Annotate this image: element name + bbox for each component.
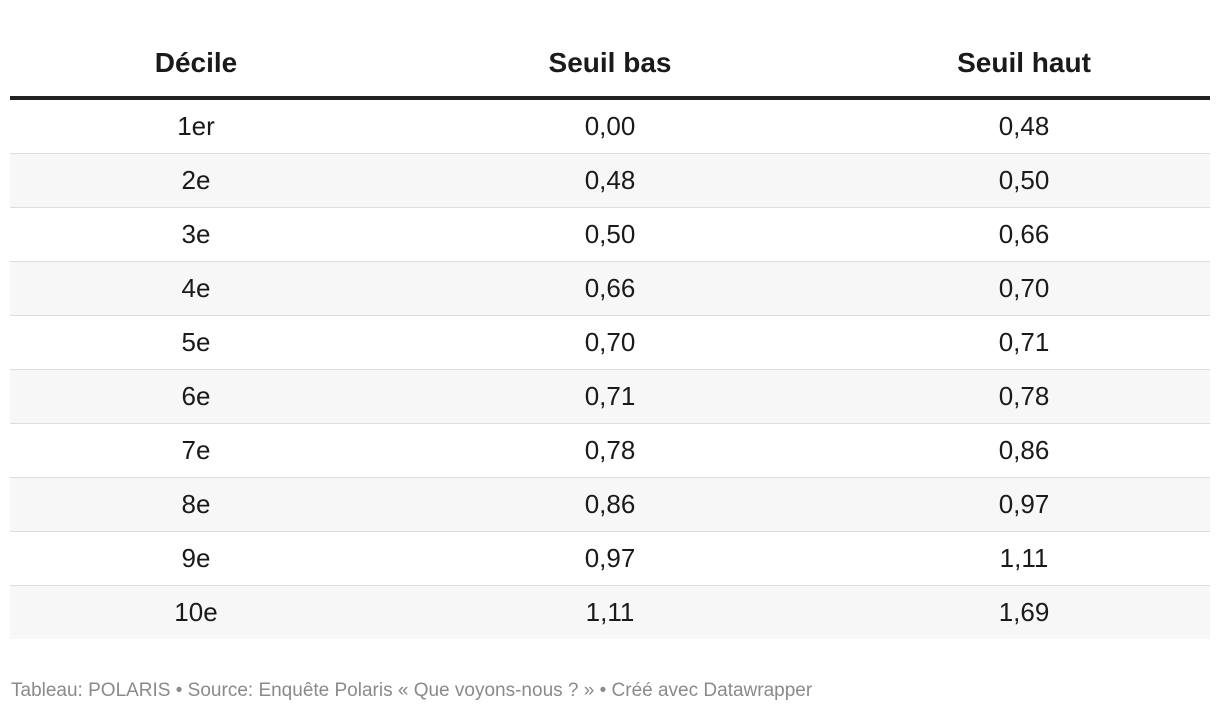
cell-seuil-haut: 0,97 xyxy=(838,477,1210,532)
cell-seuil-bas: 0,48 xyxy=(382,153,838,208)
cell-seuil-haut: 1,69 xyxy=(838,585,1210,639)
cell-seuil-haut: 0,50 xyxy=(838,153,1210,208)
column-header-decile[interactable]: Décile xyxy=(10,30,382,100)
decile-table: Décile Seuil bas Seuil haut 1er 0,00 0,4… xyxy=(10,30,1210,639)
table-row: 3e 0,50 0,66 xyxy=(10,207,1210,262)
cell-seuil-bas: 0,00 xyxy=(382,98,838,154)
data-table-container: Décile Seuil bas Seuil haut 1er 0,00 0,4… xyxy=(10,30,1210,639)
cell-seuil-bas: 0,86 xyxy=(382,477,838,532)
column-header-seuil-bas[interactable]: Seuil bas xyxy=(382,30,838,100)
header-row: Décile Seuil bas Seuil haut xyxy=(10,30,1210,100)
cell-seuil-haut: 0,48 xyxy=(838,98,1210,154)
cell-seuil-haut: 0,78 xyxy=(838,369,1210,424)
cell-decile: 9e xyxy=(10,531,382,586)
cell-seuil-bas: 0,70 xyxy=(382,315,838,370)
table-row: 2e 0,48 0,50 xyxy=(10,153,1210,208)
cell-decile: 5e xyxy=(10,315,382,370)
cell-decile: 3e xyxy=(10,207,382,262)
cell-seuil-haut: 0,71 xyxy=(838,315,1210,370)
cell-seuil-bas: 0,50 xyxy=(382,207,838,262)
table-header: Décile Seuil bas Seuil haut xyxy=(10,30,1210,100)
cell-seuil-bas: 0,71 xyxy=(382,369,838,424)
table-row: 6e 0,71 0,78 xyxy=(10,369,1210,424)
table-row: 1er 0,00 0,48 xyxy=(10,98,1210,154)
table-row: 7e 0,78 0,86 xyxy=(10,423,1210,478)
cell-seuil-bas: 0,97 xyxy=(382,531,838,586)
cell-decile: 1er xyxy=(10,98,382,154)
footer-credits: Tableau: POLARIS • Source: Enquête Polar… xyxy=(11,680,813,701)
cell-seuil-bas: 0,78 xyxy=(382,423,838,478)
table-row: 5e 0,70 0,71 xyxy=(10,315,1210,370)
cell-decile: 6e xyxy=(10,369,382,424)
column-header-seuil-haut[interactable]: Seuil haut xyxy=(838,30,1210,100)
cell-seuil-haut: 0,70 xyxy=(838,261,1210,316)
cell-seuil-haut: 1,11 xyxy=(838,531,1210,586)
cell-decile: 4e xyxy=(10,261,382,316)
table-row: 9e 0,97 1,11 xyxy=(10,531,1210,586)
cell-decile: 10e xyxy=(10,585,382,639)
table-row: 8e 0,86 0,97 xyxy=(10,477,1210,532)
cell-seuil-haut: 0,86 xyxy=(838,423,1210,478)
cell-decile: 8e xyxy=(10,477,382,532)
cell-seuil-bas: 1,11 xyxy=(382,585,838,639)
table-body: 1er 0,00 0,48 2e 0,48 0,50 3e 0,50 0,66 … xyxy=(10,98,1210,639)
cell-seuil-haut: 0,66 xyxy=(838,207,1210,262)
cell-decile: 7e xyxy=(10,423,382,478)
table-row: 10e 1,11 1,69 xyxy=(10,585,1210,639)
table-row: 4e 0,66 0,70 xyxy=(10,261,1210,316)
cell-seuil-bas: 0,66 xyxy=(382,261,838,316)
cell-decile: 2e xyxy=(10,153,382,208)
